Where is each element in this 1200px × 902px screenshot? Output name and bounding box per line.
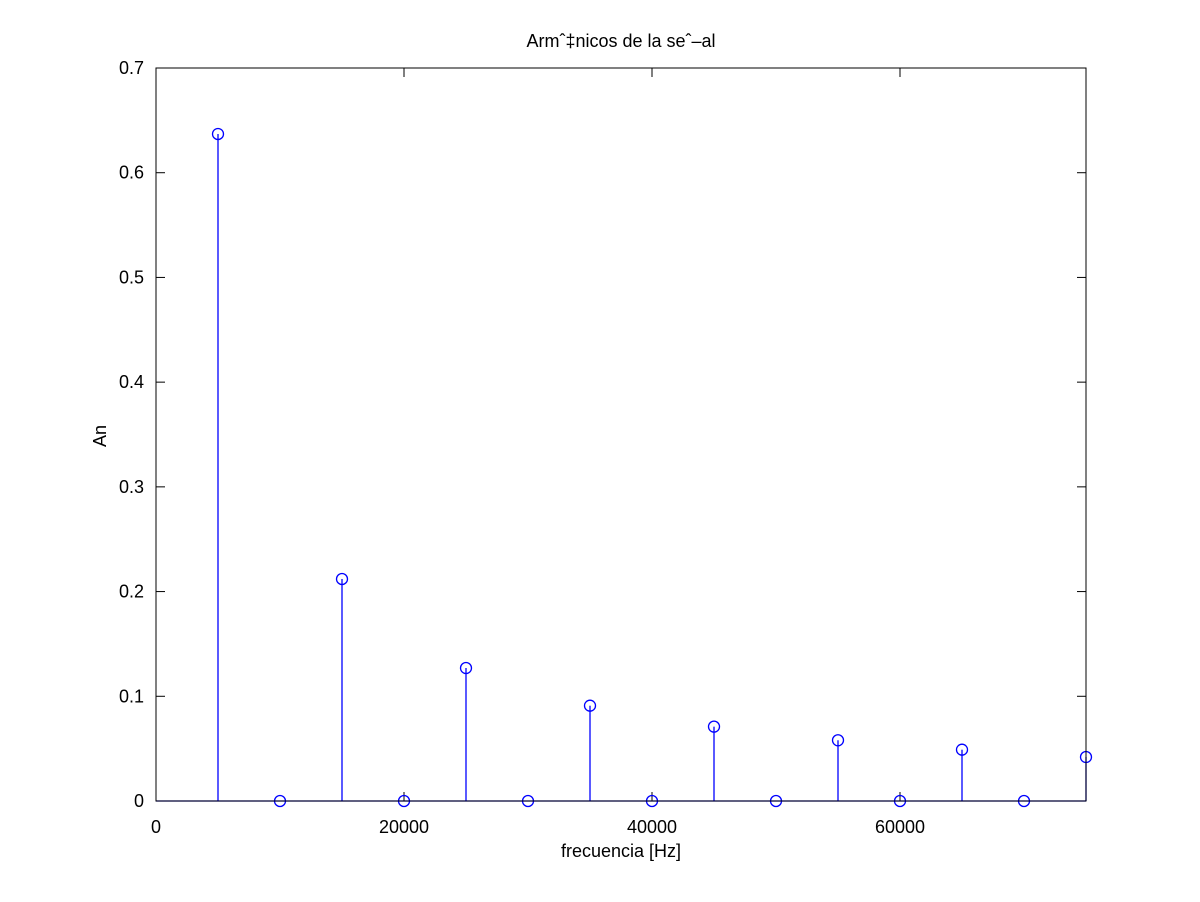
x-tick-label: 60000 [875, 817, 925, 837]
x-tick-label: 20000 [379, 817, 429, 837]
stem-marker [459, 661, 473, 675]
y-axis-label: An [90, 425, 110, 447]
y-tick-label: 0.2 [119, 582, 144, 602]
x-tick-label: 40000 [627, 817, 677, 837]
chart-title: Armˆ‡nicos de la seˆ–al [526, 31, 715, 51]
stem-marker [583, 699, 597, 712]
stem-marker [955, 743, 969, 756]
y-tick-label: 0.7 [119, 58, 144, 78]
y-tick-label: 0.1 [119, 686, 144, 706]
stem-marker [335, 572, 349, 586]
stem-marker [211, 127, 225, 141]
y-tick-label: 0.3 [119, 477, 144, 497]
stem-marker [831, 734, 845, 747]
plot-area [156, 68, 1086, 801]
y-tick-label: 0.6 [119, 163, 144, 183]
x-axis-label: frecuencia [Hz] [561, 841, 681, 861]
y-tick-label: 0 [134, 791, 144, 811]
x-tick-label: 0 [151, 817, 161, 837]
y-tick-label: 0.5 [119, 267, 144, 287]
y-tick-label: 0.4 [119, 372, 144, 392]
stem-marker [707, 720, 721, 733]
axes-box [155, 67, 1087, 802]
